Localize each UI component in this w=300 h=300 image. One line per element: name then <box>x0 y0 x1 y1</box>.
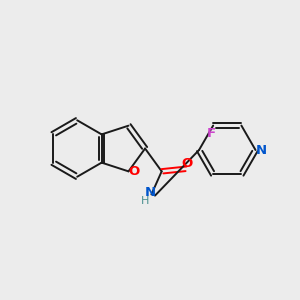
Text: H: H <box>141 196 149 206</box>
Text: O: O <box>128 166 140 178</box>
Text: F: F <box>207 128 216 140</box>
Text: N: N <box>256 143 267 157</box>
Text: O: O <box>181 157 192 170</box>
Text: N: N <box>145 186 156 199</box>
